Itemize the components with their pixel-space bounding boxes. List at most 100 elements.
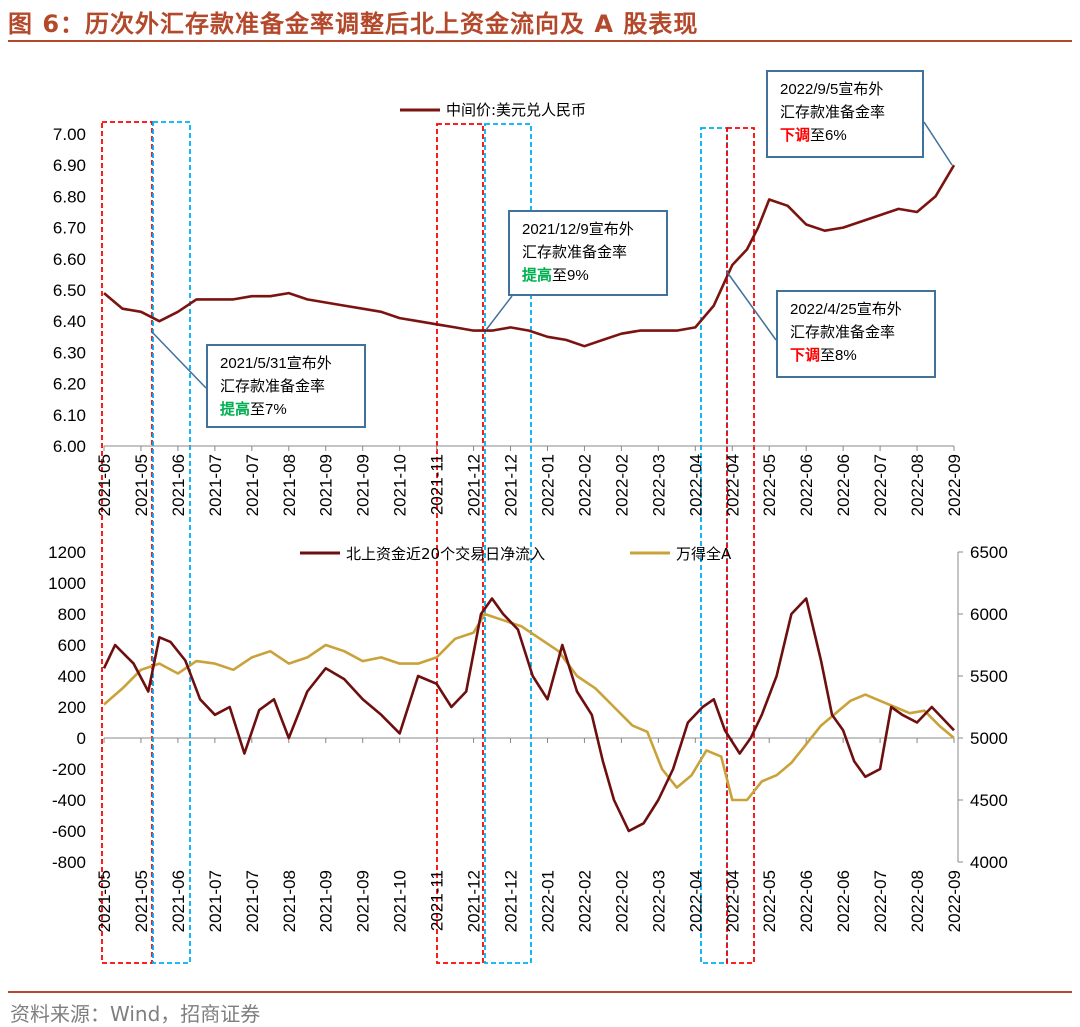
leader-2022-09-05: [923, 121, 953, 166]
bottom-left-tick-label: -400: [52, 791, 86, 810]
legend-label-wind-a: 万得全A: [676, 545, 732, 563]
top-y-tick-label: 7.00: [53, 125, 86, 144]
bottom-x-tick-label: 2021-09: [317, 870, 336, 932]
bottom-x-tick-label: 2021-08: [280, 870, 299, 932]
callout-action: 提高: [522, 267, 553, 284]
bottom-x-tick-label: 2022-01: [538, 870, 557, 932]
bottom-x-tick-label: 2022-08: [908, 870, 927, 932]
bottom-x-tick-label: 2021-07: [206, 870, 225, 932]
top-x-tick-label: 2022-02: [612, 454, 631, 516]
bottom-chart-axes: -800 -600 -400 -200 0 200 400 600 800 1000 1200 400…: [48, 543, 1008, 932]
bottom-x-tick-label: 2022-03: [649, 870, 668, 932]
top-x-tick-label: 2022-03: [649, 454, 668, 516]
bottom-x-tick-label: 2022-05: [760, 870, 779, 932]
bottom-left-tick-label: 600: [58, 636, 86, 655]
top-y-tick-label: 6.70: [53, 219, 86, 238]
callout-suffix: 至7%: [250, 401, 287, 418]
bottom-right-tick-label: 5500: [970, 667, 1008, 686]
top-x-tick-label: 2022-05: [760, 454, 779, 516]
top-x-tick-label: 2021-06: [169, 454, 188, 516]
callout-2022-04-25: 2022/4/25宣布外 汇存款准备金率 下调至8%: [776, 290, 936, 378]
bottom-left-tick-label: 1000: [48, 574, 86, 593]
bottom-right-tick-label: 4000: [970, 853, 1008, 872]
top-x-tick-label: 2022-04: [686, 454, 705, 516]
bottom-x-tick-label: 2022-02: [575, 870, 594, 932]
callout-2021-05-31: 2021/5/31宣布外 汇存款准备金率 提高至7%: [206, 344, 366, 428]
leader-2022-04-25: [726, 271, 777, 341]
bottom-x-tick-label: 2022-06: [834, 870, 853, 932]
bottom-left-tick-label: 1200: [48, 543, 86, 562]
top-x-tick-label: 2022-09: [945, 454, 964, 516]
callout-line2: 汇存款准备金率: [522, 244, 628, 261]
bottom-x-tick-label: 2022-02: [612, 870, 631, 932]
bottom-left-tick-label: 400: [58, 667, 86, 686]
bottom-left-tick-label: 800: [58, 605, 86, 624]
callout-action: 下调: [790, 347, 821, 364]
top-x-tick-label: 2021-08: [280, 454, 299, 516]
bottom-x-tick-label: 2022-07: [871, 870, 890, 932]
callout-line2: 汇存款准备金率: [790, 324, 896, 341]
callout-line2: 汇存款准备金率: [220, 378, 326, 395]
bottom-right-tick-label: 6500: [970, 543, 1008, 562]
bottom-x-tick-label: 2021-12: [465, 870, 484, 932]
top-y-tick-label: 6.40: [53, 312, 86, 331]
callout-suffix: 至8%: [820, 347, 857, 364]
top-y-tick-label: 6.80: [53, 187, 86, 206]
top-x-tick-label: 2021-10: [391, 454, 410, 516]
callout-suffix: 至9%: [552, 267, 589, 284]
bottom-x-tick-label: 2022-04: [686, 870, 705, 932]
bottom-left-tick-label: -200: [52, 760, 86, 779]
bottom-x-tick-label: 2021-12: [502, 870, 521, 932]
title-rule: [8, 40, 1072, 42]
top-y-tick-label: 6.10: [53, 406, 86, 425]
series-line-wind-a: [103, 612, 955, 802]
top-x-tick-label: 2021-05: [132, 454, 151, 516]
top-y-tick-label: 6.00: [53, 437, 86, 456]
bottom-left-tick-label: -800: [52, 853, 86, 872]
footer-rule: [8, 991, 1072, 993]
callout-date: 2021/12/9宣布外: [522, 221, 634, 238]
top-x-tick-label: 2021-09: [317, 454, 336, 516]
top-y-tick-label: 6.60: [53, 250, 86, 269]
series-line-cny-midrate: [103, 164, 956, 348]
top-x-tick-label: 2021-05: [95, 454, 114, 516]
top-x-tick-label: 2021-12: [502, 454, 521, 516]
top-chart-axes: 6.00 6.10 6.20 6.30 6.40 6.50 6.60 6.70 6.80 6.90…: [53, 125, 964, 516]
figure-title: 图 6：历次外汇存款准备金率调整后北上资金流向及 A 股表现: [8, 10, 699, 38]
bottom-x-tick-label: 2022-09: [945, 870, 964, 932]
legend-label-cny: 中间价:美元兑人民币: [446, 101, 586, 119]
top-x-tick-label: 2022-06: [834, 454, 853, 516]
top-x-tick-label: 2022-08: [908, 454, 927, 516]
top-x-tick-label: 2021-07: [206, 454, 225, 516]
leader-2021-12-09: [485, 295, 513, 331]
callout-leaders: [151, 121, 953, 389]
top-x-tick-label: 2021-12: [465, 454, 484, 516]
source-note: 资料来源：Wind，招商证券: [10, 1002, 261, 1026]
bottom-x-tick-label: 2021-05: [95, 870, 114, 932]
bottom-right-tick-label: 6000: [970, 605, 1008, 624]
bottom-x-tick-label: 2021-10: [391, 870, 410, 932]
top-x-tick-label: 2022-02: [575, 454, 594, 516]
bottom-x-tick-label: 2021-11: [428, 870, 447, 931]
callout-suffix: 至6%: [810, 127, 847, 144]
callout-action: 提高: [220, 401, 251, 418]
top-y-tick-label: 6.90: [53, 156, 86, 175]
bottom-x-tick-label: 2021-09: [354, 870, 373, 932]
top-y-tick-label: 6.20: [53, 375, 86, 394]
event-box-red-2: [436, 123, 484, 964]
top-x-tick-label: 2022-06: [797, 454, 816, 516]
top-x-tick-label: 2022-01: [538, 454, 557, 516]
bottom-left-tick-label: -600: [52, 822, 86, 841]
top-y-tick-label: 6.30: [53, 343, 86, 362]
bottom-x-tick-label: 2021-05: [132, 870, 151, 932]
leader-2021-05-31: [151, 331, 207, 389]
bottom-x-tick-label: 2022-04: [723, 870, 742, 932]
bottom-left-tick-label: 200: [58, 698, 86, 717]
bottom-left-tick-label: 0: [77, 729, 86, 748]
callout-action: 下调: [780, 127, 811, 144]
top-y-tick-label: 6.50: [53, 281, 86, 300]
callout-2021-12-09: 2021/12/9宣布外 汇存款准备金率 提高至9%: [508, 210, 668, 296]
event-box-blue-1: [152, 121, 191, 964]
